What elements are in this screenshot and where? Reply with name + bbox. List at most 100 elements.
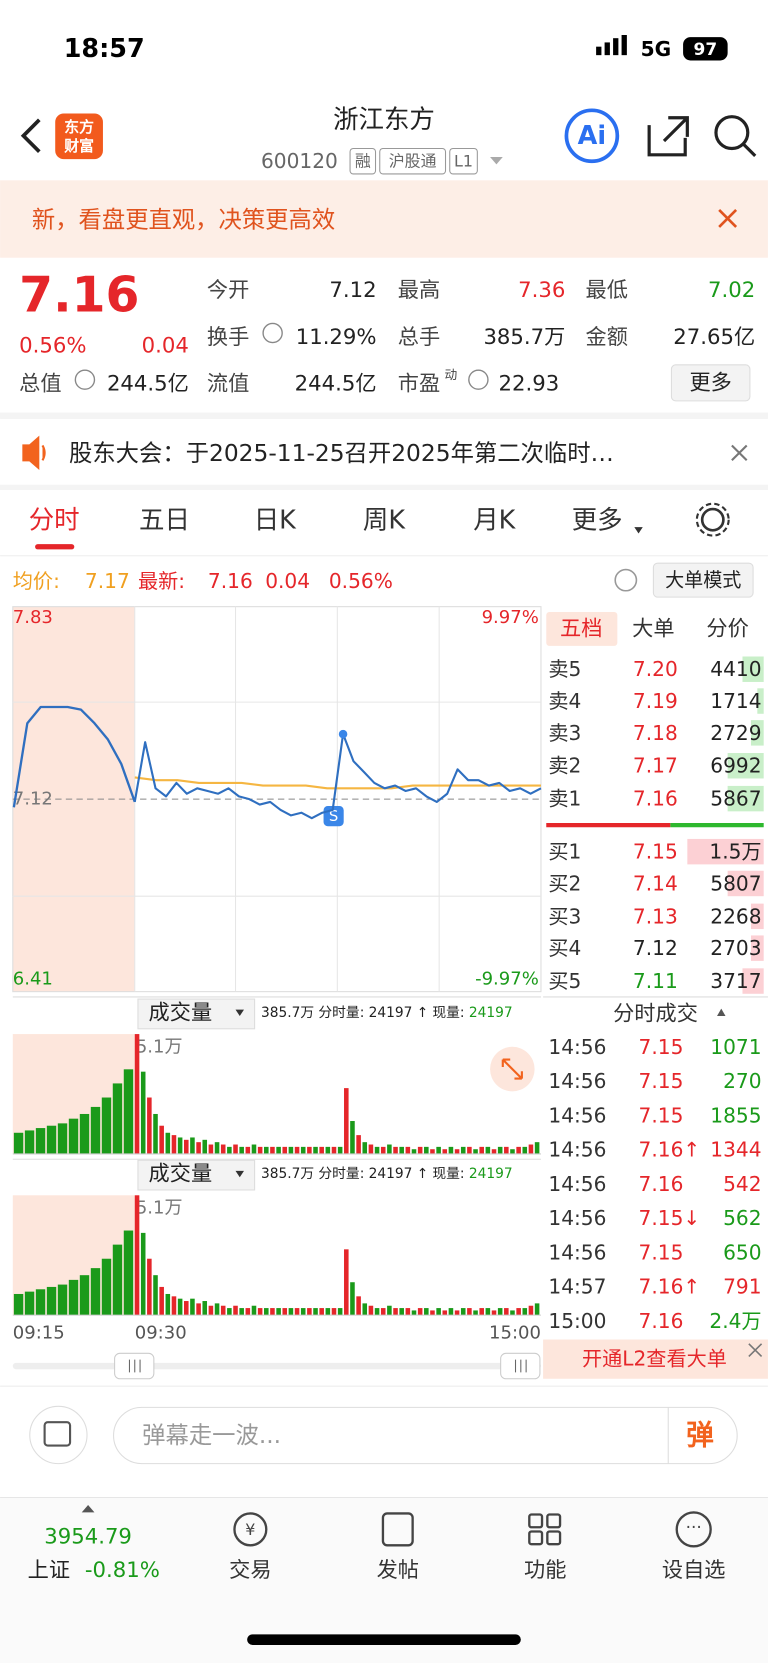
change: 0.04 — [142, 333, 189, 358]
banner[interactable] — [0, 180, 768, 258]
tab-indicator — [35, 544, 75, 550]
volume-bar — [239, 1308, 244, 1316]
field-label: 最低 — [586, 278, 628, 303]
back-icon[interactable] — [20, 118, 41, 153]
volume-bar — [202, 1301, 208, 1316]
info-icon — [468, 369, 489, 390]
volume-title: 成交量 — [149, 1000, 213, 1025]
close-icon[interactable] — [748, 1343, 763, 1358]
volume-summary-item: ↑ — [417, 1005, 429, 1021]
volume-bar — [313, 1146, 318, 1154]
field-label: 最高 — [398, 278, 440, 303]
volume-bar — [190, 1137, 195, 1154]
volume-bar — [510, 1310, 515, 1316]
volume-bar — [319, 1308, 324, 1316]
volume-bar — [288, 1308, 294, 1316]
volume-bar — [417, 1146, 423, 1154]
share-icon[interactable] — [647, 116, 689, 157]
volume-bar — [350, 1282, 355, 1316]
volume-bar — [362, 1303, 368, 1316]
post-icon[interactable] — [381, 1512, 414, 1547]
ai-text[interactable]: Ai — [578, 121, 606, 151]
watchlist-icon[interactable] — [675, 1511, 712, 1548]
more-button[interactable] — [670, 364, 751, 402]
order-book-tab[interactable]: 分价 — [706, 616, 748, 641]
ai-icon[interactable] — [564, 108, 620, 164]
volume-bar — [214, 1142, 220, 1154]
tab[interactable]: 分时 — [29, 506, 80, 536]
volume-bar — [177, 1298, 183, 1316]
order-book-tab[interactable]: 大单 — [632, 616, 674, 641]
field-label: 金额 — [586, 325, 628, 350]
tab[interactable]: 月K — [473, 506, 516, 536]
notice-text[interactable]: 股东大会：于2025-11-25召开2025年第二次临时… — [69, 439, 614, 467]
danmaku-toggle[interactable] — [29, 1405, 88, 1465]
tab[interactable]: 五日 — [139, 506, 190, 536]
nav-item[interactable]: 发帖 — [377, 1558, 419, 1583]
more-button-text[interactable]: 更多 — [689, 370, 731, 395]
tab[interactable]: 周K — [363, 506, 406, 536]
trade-time: 15:00 — [548, 1309, 606, 1333]
tab[interactable]: 更多 — [572, 506, 623, 536]
field-value: 22.93 — [499, 371, 560, 396]
change-percent: 0.56% — [19, 333, 86, 358]
volume-bar — [430, 1310, 435, 1316]
volume-bar — [442, 1149, 448, 1154]
divider — [0, 484, 768, 490]
field-value: 7.02 — [708, 278, 755, 303]
volume-bar — [251, 1305, 257, 1316]
volume-selector[interactable] — [137, 1159, 256, 1191]
trade-volume: 562 — [723, 1206, 761, 1230]
volume-bar — [13, 1293, 24, 1316]
volume-bar — [485, 1308, 491, 1316]
mode-button[interactable] — [652, 562, 754, 598]
search-icon[interactable] — [714, 115, 750, 151]
order-book-tab[interactable]: 五档 — [560, 616, 602, 641]
volume-bar — [208, 1144, 214, 1154]
y-tick-label: 6.41 — [13, 968, 53, 989]
nav-item[interactable]: 设自选 — [662, 1558, 726, 1583]
volume-bar — [436, 1308, 441, 1316]
expand-icon[interactable] — [81, 1504, 95, 1513]
danmaku-button[interactable]: 弹 — [686, 1418, 714, 1451]
depth-bar — [750, 935, 764, 961]
tab[interactable]: 日K — [254, 506, 297, 536]
volume-bar — [331, 1146, 337, 1154]
volume-bar — [424, 1146, 429, 1154]
volume-bar — [288, 1146, 294, 1154]
volume-summary-item: 24197 — [369, 1005, 413, 1021]
volume-bar — [159, 1286, 164, 1316]
badge — [379, 147, 447, 175]
dropdown-icon[interactable] — [490, 156, 503, 165]
function-icon[interactable] — [528, 1513, 544, 1529]
nav-item[interactable]: 功能 — [524, 1558, 566, 1583]
volume-bar — [497, 1308, 503, 1316]
close-icon[interactable] — [731, 444, 748, 462]
price-line — [133, 732, 542, 820]
volume-bar — [79, 1275, 90, 1316]
order-label: 买5 — [548, 969, 581, 993]
stock-name: 浙江东方 — [333, 105, 435, 135]
x-tick-label: 09:15 — [13, 1323, 65, 1344]
order-price: 7.14 — [633, 871, 678, 895]
volume-bar — [374, 1146, 380, 1154]
volume-bar — [294, 1308, 300, 1316]
settings-icon[interactable] — [700, 507, 725, 532]
volume-bar — [344, 1249, 349, 1316]
trade-icon[interactable] — [233, 1512, 268, 1547]
mode-text[interactable]: 大单模式 — [665, 569, 741, 592]
volume-selector[interactable] — [137, 998, 256, 1030]
volume-bar — [239, 1146, 244, 1154]
volume-bar — [368, 1144, 374, 1154]
nav-item[interactable]: 交易 — [229, 1558, 271, 1583]
volume-bar — [411, 1310, 417, 1316]
expand-icon — [501, 1058, 523, 1080]
close-icon[interactable] — [718, 209, 738, 228]
l2-banner[interactable] — [543, 1339, 768, 1379]
order-price: 7.13 — [633, 904, 678, 928]
volume-bar — [325, 1146, 331, 1154]
comment-input[interactable] — [113, 1406, 738, 1465]
l2-text[interactable]: 开通L2查看大单 — [582, 1347, 727, 1371]
volume-bar — [227, 1308, 232, 1316]
help-icon[interactable] — [614, 568, 638, 592]
